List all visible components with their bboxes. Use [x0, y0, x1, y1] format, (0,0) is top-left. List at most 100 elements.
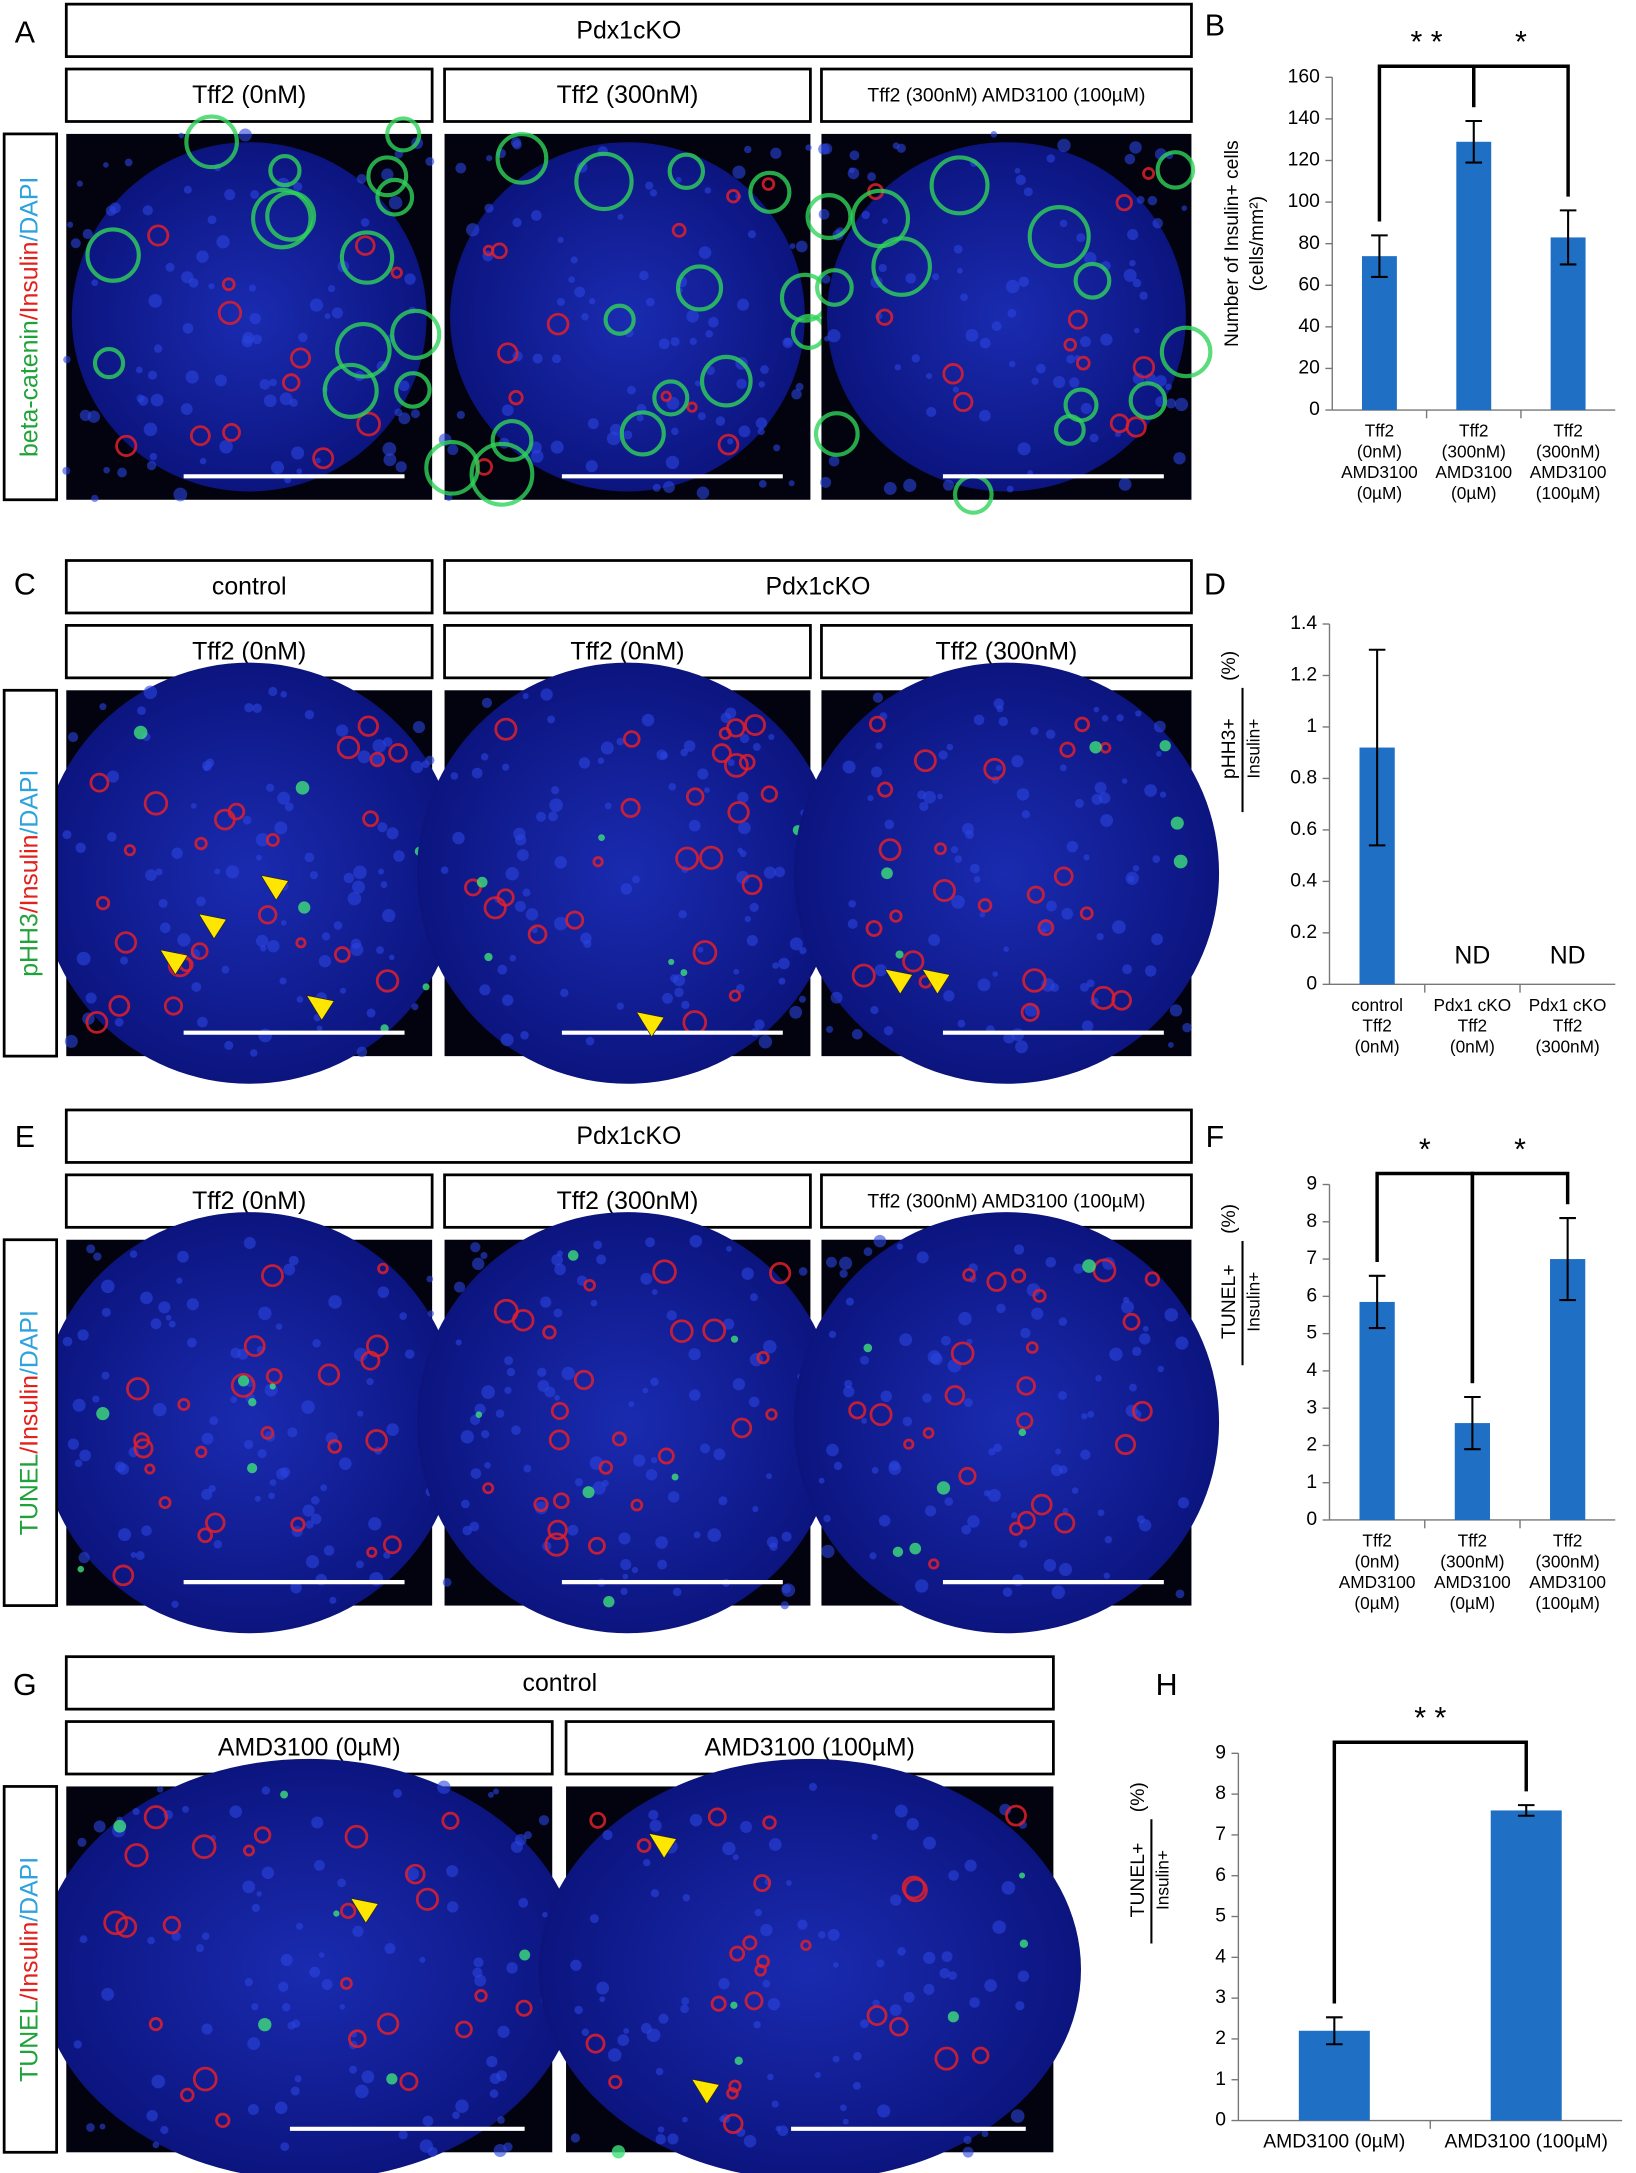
insulin-cell: [369, 751, 386, 768]
nucleus: [1136, 195, 1145, 204]
x-tick-label: (0nM): [1355, 1551, 1400, 1571]
nucleus: [905, 273, 917, 284]
nucleus: [788, 480, 795, 487]
insulin-cell: [194, 836, 208, 851]
nucleus: [152, 2141, 160, 2149]
nucleus: [722, 1841, 736, 1856]
insulin-cell: [388, 743, 408, 763]
condition-label: AMD3100 (0µM): [218, 1735, 401, 1762]
nucleus: [599, 1996, 606, 2003]
x-tick-label: Tff2: [1553, 1531, 1582, 1551]
nucleus: [668, 1491, 680, 1503]
nucleus: [818, 1477, 825, 1484]
significance-label: *: [1419, 1133, 1431, 1166]
nucleus: [474, 1974, 487, 1987]
nucleus: [251, 2003, 259, 2011]
nucleus: [962, 2146, 974, 2158]
nucleus: [694, 380, 701, 387]
nucleus: [845, 1297, 854, 1306]
nucleus: [462, 1525, 473, 1536]
nucleus: [1081, 1020, 1094, 1032]
nucleus: [705, 330, 713, 338]
y-tick-label: 0.8: [1290, 768, 1317, 789]
nucleus: [923, 790, 936, 804]
nucleus: [352, 1925, 364, 1938]
nucleus: [732, 165, 746, 179]
nucleus: [425, 755, 435, 765]
insulin-cell: [377, 1262, 389, 1275]
x-tick-label: AMD3100: [1339, 1572, 1416, 1592]
header-box: [443, 559, 1193, 615]
nucleus: [247, 2037, 261, 2051]
nucleus: [256, 1891, 262, 1897]
nucleus: [268, 686, 278, 697]
nucleus: [473, 1957, 484, 1968]
nucleus: [641, 713, 655, 727]
insulin-cell: [217, 300, 243, 325]
nucleus: [842, 2118, 849, 2125]
nucleus: [954, 855, 963, 863]
nucleus: [1122, 964, 1133, 975]
nucleus: [456, 410, 465, 420]
insulin-cell: [491, 242, 508, 260]
nucleus: [950, 846, 959, 854]
insulin-cell: [1030, 1493, 1053, 1516]
green-signal: [734, 2056, 743, 2066]
significance-bracket: [1470, 1171, 1570, 1384]
nucleus: [963, 2135, 972, 2145]
nucleus: [597, 757, 605, 764]
nucleus: [1167, 1042, 1174, 1048]
nucleus: [426, 1275, 434, 1283]
nucleus: [585, 460, 598, 473]
nucleus: [623, 2028, 630, 2034]
insulin-cell: [144, 1463, 156, 1475]
nucleus: [386, 1423, 399, 1436]
nucleus: [366, 1378, 374, 1386]
nucleus: [350, 942, 364, 957]
arrowhead: [884, 968, 914, 995]
green-signal: [248, 1398, 257, 1407]
nucleus: [269, 1479, 277, 1486]
nucleus: [312, 1339, 321, 1348]
nucleus: [789, 243, 796, 249]
insulin-cell: [360, 1350, 381, 1371]
tissue: [538, 1758, 1081, 2173]
y-axis-label: (cells/mm²): [1247, 196, 1268, 291]
nucleus: [1080, 1449, 1091, 1460]
stain-part: pHH3: [16, 913, 43, 977]
green-signal: [237, 1375, 250, 1387]
x-tick-label: (0µM): [1451, 483, 1496, 503]
nucleus: [1005, 279, 1020, 294]
bar: [1490, 1810, 1562, 2121]
nucleus: [592, 1481, 606, 1495]
nucleus: [101, 1371, 110, 1380]
green-signal: [258, 2017, 272, 2032]
nucleus: [881, 218, 888, 225]
green-signal: [730, 2001, 738, 2009]
insulin-cell: [585, 2033, 606, 2054]
nucleus: [378, 868, 385, 875]
bar: [1550, 237, 1586, 411]
nucleus: [727, 759, 735, 767]
nucleus: [1002, 1587, 1013, 1597]
nucleus: [923, 1951, 936, 1965]
insulin-cell: [1132, 356, 1156, 379]
nucleus: [315, 457, 321, 464]
nucleus: [309, 871, 319, 880]
nucleus: [667, 2133, 679, 2145]
nucleus: [275, 1323, 283, 1330]
green-signal: [422, 983, 430, 991]
condition-label: Tff2 (300nM) AMD3100 (100µM): [867, 86, 1145, 107]
nucleus: [833, 1461, 843, 1471]
nucleus: [1003, 1032, 1015, 1044]
nucleus: [515, 834, 527, 846]
nucleus: [799, 946, 807, 955]
nucleus: [455, 162, 467, 174]
nucleus: [872, 692, 884, 703]
nucleus: [1121, 1300, 1134, 1314]
header-label: control: [523, 1670, 598, 1697]
nucleus: [602, 1829, 613, 1841]
x-tick-label: (100µM): [1536, 483, 1601, 503]
nucleus: [244, 703, 254, 713]
nucleus: [693, 1531, 701, 1539]
